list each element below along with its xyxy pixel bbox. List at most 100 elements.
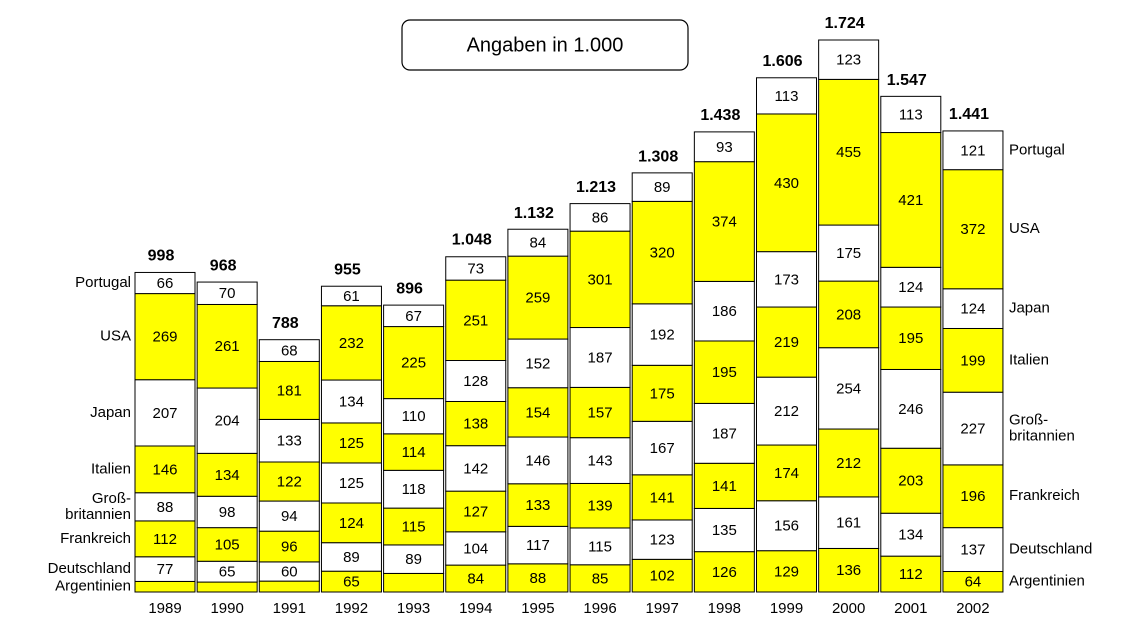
bar-segment	[320, 542, 382, 572]
x-tick-label: 1991	[273, 600, 306, 617]
bar-segment	[818, 39, 880, 80]
value-label: 196	[960, 488, 985, 505]
bar-segment	[196, 281, 258, 305]
value-label: 88	[530, 570, 547, 587]
x-tick-label: 2002	[956, 600, 989, 617]
value-label: 261	[215, 338, 240, 355]
bar-segment	[134, 293, 196, 381]
bar-segment	[445, 256, 507, 281]
value-label: 203	[898, 473, 923, 490]
bar-segment	[756, 77, 817, 115]
bar-segment	[631, 172, 693, 202]
value-label: 192	[650, 327, 675, 344]
legend-label-right: Argentinien	[1009, 573, 1085, 590]
bar-segment	[569, 386, 631, 439]
total-label: 788	[272, 315, 299, 332]
bar-segment	[880, 266, 942, 308]
value-label: 134	[215, 467, 240, 484]
value-label: 259	[525, 290, 550, 307]
bar-segment	[134, 492, 196, 522]
legend-label-left: USA	[100, 328, 131, 345]
total-label: 1.308	[638, 148, 678, 165]
x-tick-label: 2000	[832, 600, 865, 617]
value-label: 146	[152, 461, 177, 478]
value-label: 110	[402, 408, 426, 425]
bar-segment	[631, 474, 693, 521]
bar-segment	[134, 580, 196, 593]
x-tick-label: 1990	[210, 600, 243, 617]
legend-label-left: Argentinien	[55, 578, 131, 595]
value-label: 125	[339, 435, 364, 452]
value-label: 124	[898, 279, 923, 296]
bar-segment	[818, 496, 880, 549]
value-label: 128	[463, 373, 488, 390]
value-label: 123	[650, 532, 675, 549]
legend-label-right: USA	[1009, 220, 1040, 237]
bar-segment	[880, 512, 942, 557]
value-label: 121	[960, 142, 985, 159]
value-label: 113	[775, 88, 799, 105]
bar-segment	[196, 495, 258, 529]
legend-label-right: Frankreich	[1009, 487, 1080, 504]
bar-segment	[445, 564, 507, 593]
value-label: 167	[650, 440, 675, 457]
value-label: 207	[152, 405, 177, 422]
value-label: 118	[402, 481, 426, 498]
bar-segment	[818, 78, 880, 226]
bar-segment	[693, 280, 755, 342]
value-label: 85	[592, 570, 609, 587]
bar-segment	[693, 131, 755, 163]
value-label: 301	[588, 271, 613, 288]
legend-label-right: Italien	[1009, 351, 1049, 368]
value-label: 126	[712, 564, 737, 581]
value-label: 227	[960, 421, 985, 438]
value-label: 102	[650, 568, 675, 585]
total-label: 968	[210, 257, 237, 274]
x-tick-label: 1998	[708, 600, 741, 617]
value-label: 430	[774, 175, 799, 192]
value-label: 135	[712, 522, 737, 539]
value-label: 66	[157, 275, 174, 292]
legend-label-left: Deutschland	[48, 560, 131, 577]
x-tick-label: 1994	[459, 600, 492, 617]
bar-segment	[507, 228, 569, 257]
bar-segment	[942, 288, 1004, 329]
value-label: 161	[836, 515, 861, 532]
value-label: 157	[588, 405, 613, 422]
x-tick-label: 1993	[397, 600, 430, 617]
bar-segment	[445, 360, 507, 402]
value-label: 122	[277, 474, 302, 491]
value-label: 84	[467, 571, 484, 588]
value-label: 195	[898, 330, 923, 347]
bar-segment	[942, 391, 1004, 466]
total-label: 1.441	[949, 106, 989, 123]
value-label: 89	[654, 179, 671, 196]
annotation: Angaben in 1.000	[467, 34, 624, 56]
value-label: 143	[588, 453, 613, 470]
total-label: 1.724	[825, 15, 865, 32]
value-label: 136	[836, 562, 861, 579]
value-label: 84	[530, 235, 547, 252]
legend-label-left: Portugal	[75, 274, 131, 291]
bar-segment	[320, 285, 382, 307]
bar-segment	[507, 563, 569, 593]
bar-segment	[134, 445, 196, 494]
bar-segment	[258, 530, 320, 563]
value-label: 125	[339, 475, 364, 492]
total-label: 1.438	[700, 107, 740, 124]
bar-segment	[196, 387, 258, 454]
value-label: 174	[774, 465, 799, 482]
value-label: 154	[525, 404, 550, 421]
value-label: 455	[836, 144, 861, 161]
bar-segment	[756, 550, 817, 593]
bar-segment	[569, 203, 631, 232]
bar-segment	[196, 452, 258, 497]
value-label: 61	[343, 288, 360, 305]
value-label: 254	[836, 380, 861, 397]
value-label: 139	[588, 498, 613, 515]
value-label: 86	[592, 209, 609, 226]
bar-segment	[445, 279, 507, 362]
value-label: 133	[277, 433, 302, 450]
bar-segment	[756, 376, 817, 446]
value-label: 152	[525, 355, 550, 372]
